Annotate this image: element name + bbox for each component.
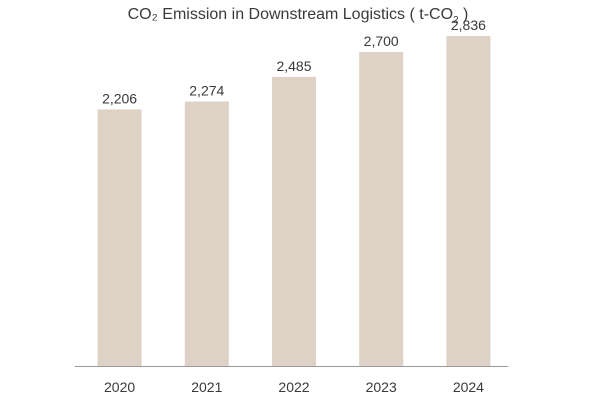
chart-title-subscript: 2 <box>453 15 459 27</box>
bar-2021 <box>184 101 229 366</box>
value-label-2021: 2,274 <box>189 83 224 99</box>
bar-2020 <box>97 109 142 367</box>
chart-title-end: ) <box>458 6 469 23</box>
value-label-2023: 2,700 <box>364 33 399 49</box>
category-label-2023: 2023 <box>366 379 397 395</box>
bar-2022 <box>272 76 316 367</box>
value-label-2024: 2,836 <box>451 17 486 33</box>
value-label-2022: 2,485 <box>276 58 311 74</box>
category-label-2022: 2022 <box>278 379 309 395</box>
category-label-2021: 2021 <box>191 379 222 395</box>
bar-2023 <box>359 51 404 367</box>
chart-title-main: CO₂ Emission in Downstream Logistics ( t… <box>127 6 454 23</box>
category-label-2024: 2024 <box>453 379 484 395</box>
chart-title: CO₂ Emission in Downstream Logistics ( t… <box>0 6 596 26</box>
value-label-2020: 2,206 <box>102 90 137 106</box>
category-label-2020: 2020 <box>104 379 135 395</box>
bar-2024 <box>446 36 491 366</box>
